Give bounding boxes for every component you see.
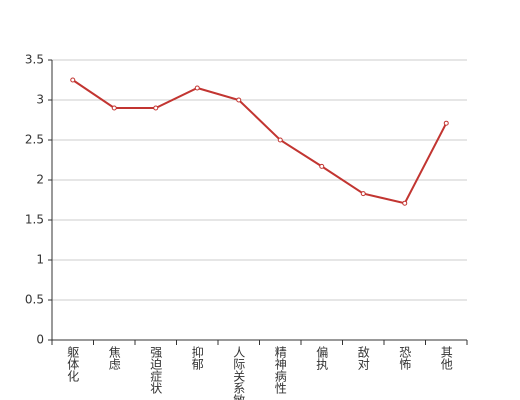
y-tick-label: 1.5 bbox=[25, 213, 44, 227]
point bbox=[402, 200, 408, 206]
x-tick-label: 强迫症状 bbox=[149, 346, 163, 394]
y-tick-label: 0 bbox=[36, 333, 44, 347]
point bbox=[319, 163, 325, 169]
point bbox=[153, 105, 159, 111]
y-tick-label: 0.5 bbox=[25, 293, 44, 307]
y-tick-label: 3 bbox=[36, 93, 44, 107]
x-tick-label: 偏执 bbox=[315, 345, 329, 371]
point bbox=[194, 85, 200, 91]
x-tick-label: 其他 bbox=[439, 346, 453, 370]
y-tick-label: 2 bbox=[36, 173, 44, 187]
y-tick-label: 1 bbox=[36, 253, 44, 267]
x-tick-label: 恐怖 bbox=[398, 346, 412, 370]
point bbox=[443, 120, 449, 126]
point bbox=[360, 191, 366, 197]
point bbox=[236, 97, 242, 103]
y-tick-label: 3.5 bbox=[25, 53, 44, 67]
x-tick-label: 焦虑 bbox=[107, 346, 121, 370]
x-tick-label: 抑郁 bbox=[190, 345, 204, 371]
point bbox=[70, 77, 76, 83]
x-tick-label: 躯体化 bbox=[66, 345, 80, 383]
line bbox=[72, 79, 448, 205]
y-tick-label: 2.5 bbox=[25, 133, 44, 147]
x-tick-label: 精神病性 bbox=[273, 346, 287, 395]
x-tick-label: 人际关系敏感 bbox=[232, 346, 246, 400]
x-tick-label: 敌对 bbox=[356, 345, 370, 370]
point bbox=[277, 137, 283, 143]
point bbox=[111, 105, 117, 111]
